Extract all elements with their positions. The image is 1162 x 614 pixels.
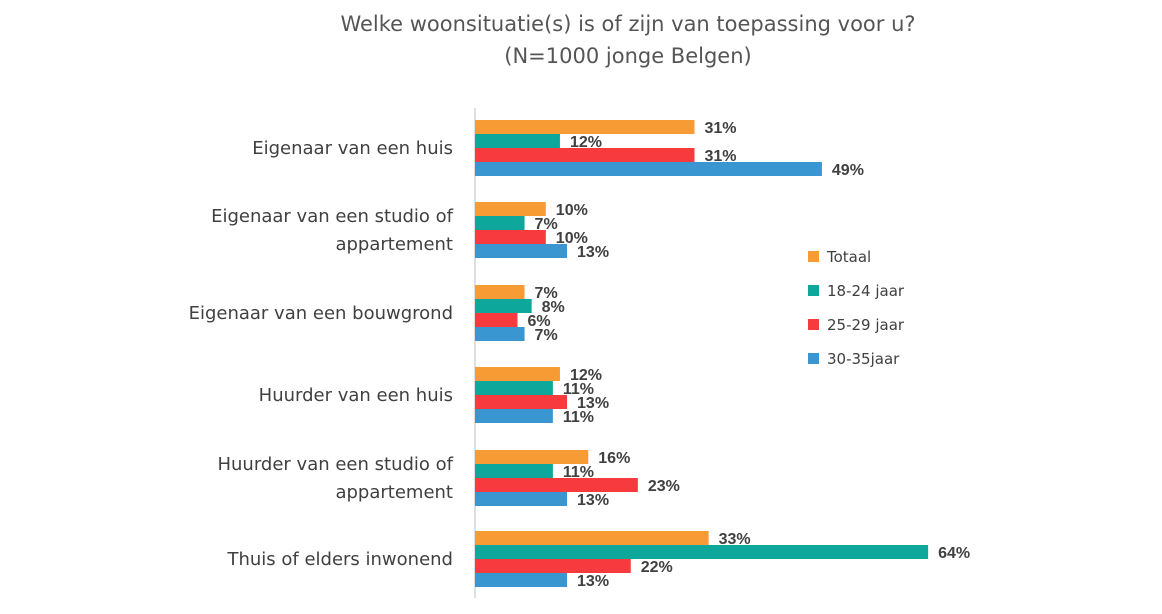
data-label: 10% — [556, 230, 588, 247]
bar — [475, 327, 525, 341]
bar — [475, 545, 929, 559]
data-label: 31% — [704, 148, 736, 165]
data-label: 22% — [641, 559, 673, 576]
legend-swatch — [808, 353, 819, 364]
data-label: 11% — [563, 381, 594, 398]
data-label: 16% — [598, 450, 630, 467]
bar — [475, 313, 518, 327]
bar — [475, 202, 546, 216]
legend-label: 30-35jaar — [827, 350, 900, 368]
legend-swatch — [808, 285, 819, 296]
bar — [475, 531, 709, 545]
data-label: 64% — [938, 545, 970, 562]
data-label: 31% — [704, 120, 736, 137]
data-label: 11% — [563, 464, 594, 481]
bar — [475, 573, 568, 587]
data-label: 8% — [542, 299, 565, 316]
data-label: 33% — [719, 531, 751, 548]
plot-area: Eigenaar van een huis 31% 12% 31% 49% Eigenaa… — [189, 108, 970, 598]
data-label: 7% — [535, 285, 558, 302]
bar — [475, 464, 553, 478]
data-label: 11% — [563, 409, 594, 426]
bar — [475, 492, 568, 506]
data-label: 12% — [570, 367, 602, 384]
bar — [475, 244, 568, 258]
legend-label: Totaal — [826, 248, 871, 266]
legend-swatch — [808, 251, 819, 262]
chart-title: Welke woonsituatie(s) is of zijn van toe… — [340, 12, 915, 36]
data-label: 6% — [527, 313, 550, 330]
bar — [475, 148, 695, 162]
chart-subtitle: (N=1000 jonge Belgen) — [504, 44, 751, 68]
bar — [475, 381, 553, 395]
bar — [475, 285, 525, 299]
data-label: 7% — [535, 216, 558, 233]
legend-label: 25-29 jaar — [827, 316, 905, 334]
data-label: 10% — [556, 202, 588, 219]
data-label: 7% — [535, 327, 558, 344]
category-label: Thuis of elders inwonend — [226, 549, 453, 570]
bar — [475, 230, 546, 244]
bar — [475, 299, 532, 313]
category-label: Eigenaar van een studio of appartement — [211, 206, 454, 255]
data-label: 12% — [570, 134, 602, 151]
category-label: Eigenaar van een bouwgrond — [189, 303, 453, 324]
data-label: 49% — [832, 162, 864, 179]
data-label: 23% — [648, 478, 680, 495]
data-label: 13% — [577, 573, 609, 590]
bar — [475, 409, 553, 423]
bar — [475, 450, 589, 464]
legend-swatch — [808, 319, 819, 330]
category-label: Eigenaar van een huis — [252, 138, 453, 159]
legend-label: 18-24 jaar — [827, 282, 905, 300]
data-label: 13% — [577, 492, 609, 509]
bar — [475, 216, 525, 230]
category-label: Huurder van een studio of appartement — [217, 454, 453, 503]
bar — [475, 162, 822, 176]
bar — [475, 120, 695, 134]
bar — [475, 395, 568, 409]
bar — [475, 559, 631, 573]
data-label: 13% — [577, 395, 609, 412]
bar — [475, 134, 560, 148]
bar — [475, 367, 560, 381]
data-label: 13% — [577, 244, 609, 261]
bar — [475, 478, 638, 492]
category-label: Huurder van een huis — [259, 385, 453, 406]
legend: Totaal 18-24 jaar 25-29 jaar 30-35jaar — [808, 248, 905, 368]
